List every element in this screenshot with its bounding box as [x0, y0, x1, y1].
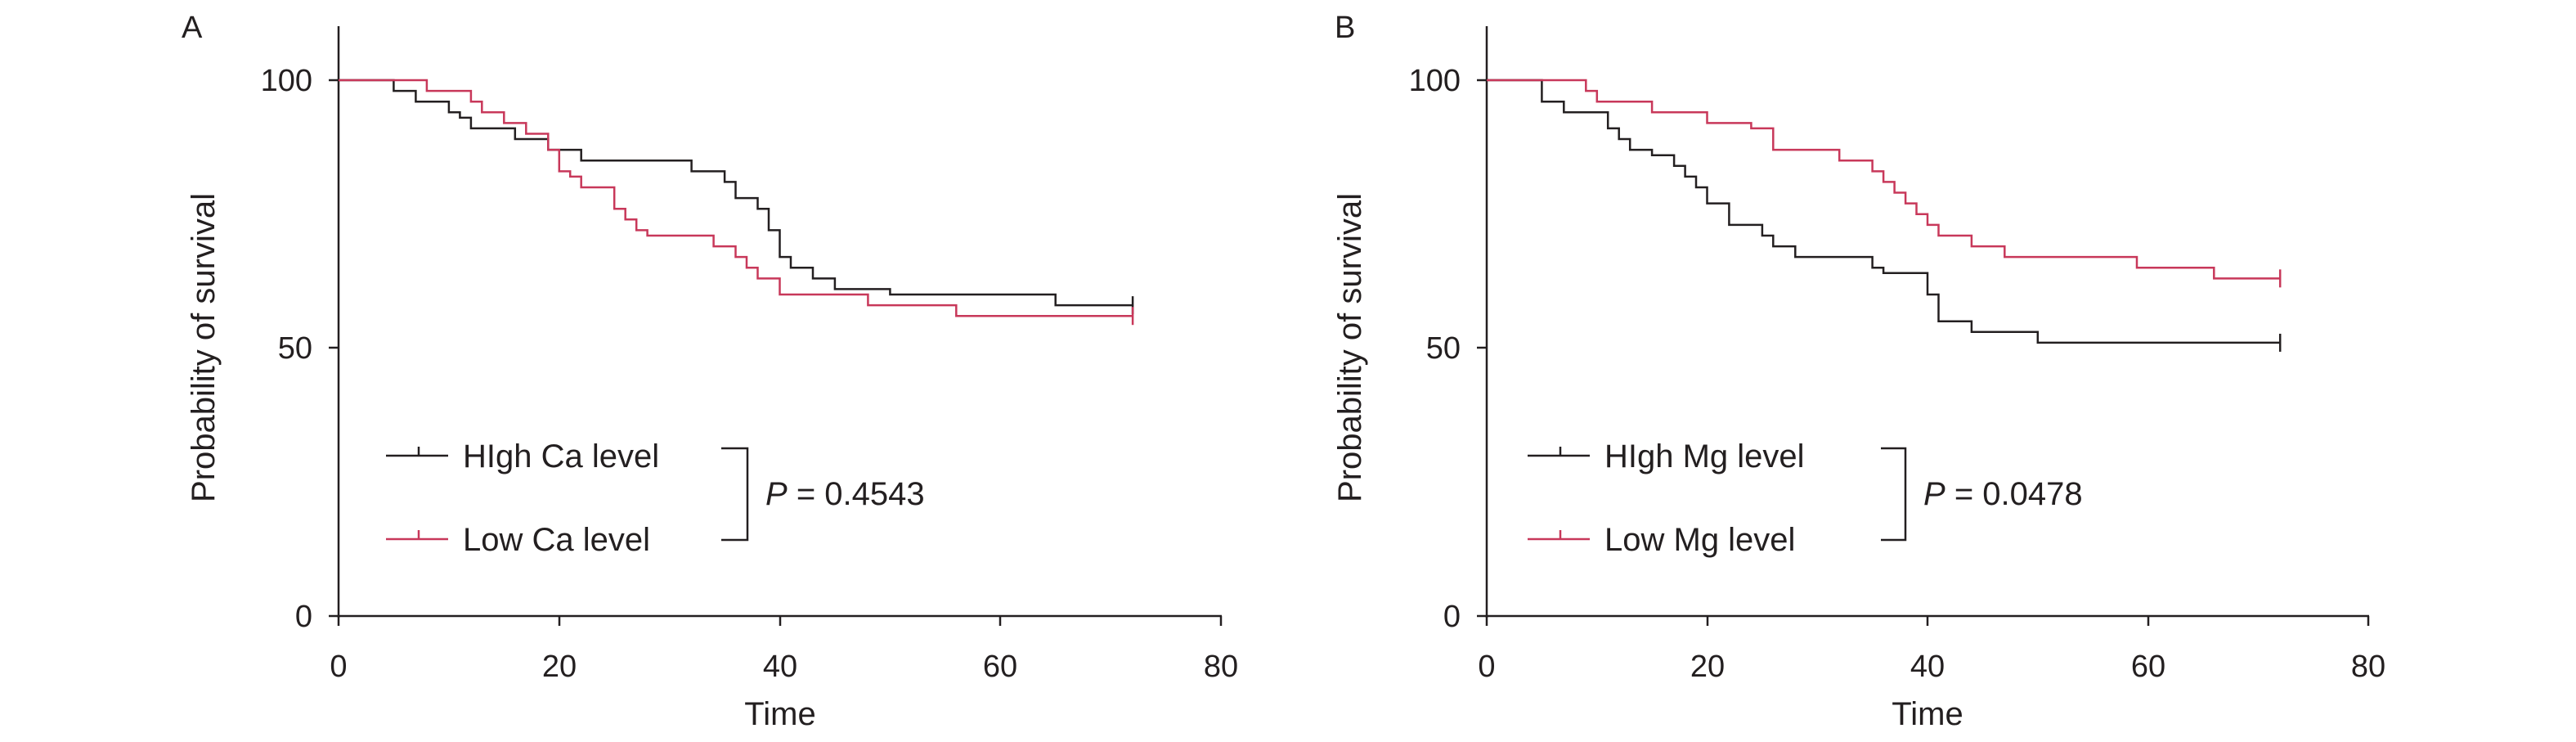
y-axis: 100 50 0 Probability of survival	[186, 26, 340, 634]
y-axis-title: Probability of survival	[1332, 193, 1368, 502]
legend-entry: HIgh Ca level	[386, 438, 659, 474]
legend-label: HIgh Ca level	[463, 438, 659, 474]
x-axis: 0 20 40 60 80 Time	[1478, 614, 2385, 732]
y-tick-label: 50	[278, 331, 312, 366]
legend-entry: Low Mg level	[1528, 522, 1795, 558]
survival-curves	[1487, 79, 2282, 352]
y-tick-label: 50	[1426, 331, 1461, 366]
x-tick-label: 0	[1478, 650, 1495, 684]
legend-label: HIgh Mg level	[1604, 438, 1805, 474]
y-axis: 100 50 0 Probability of survival	[1332, 26, 1488, 634]
y-axis-title: Probability of survival	[186, 193, 222, 502]
p-value-text: = 0.0478	[1954, 476, 2083, 512]
y-tick-label: 100	[1409, 64, 1461, 98]
x-tick-label: 40	[763, 650, 797, 684]
y-tick-label: 0	[1443, 600, 1461, 634]
p-value-symbol: P	[765, 476, 788, 512]
x-axis: 0 20 40 60 80 Time	[330, 614, 1238, 732]
x-tick-label: 60	[983, 650, 1017, 684]
x-tick-label: 80	[2351, 650, 2385, 684]
p-value: P = 0.4543	[765, 476, 925, 512]
legend-label: Low Ca level	[463, 522, 650, 558]
p-value-symbol: P	[1923, 476, 1945, 512]
y-tick-label: 100	[261, 64, 312, 98]
x-axis-title: Time	[1892, 696, 1963, 732]
x-tick-label: 20	[542, 650, 577, 684]
y-tick-label: 0	[295, 600, 312, 634]
survival-curves	[339, 79, 1134, 326]
p-value-bracket	[1881, 447, 1907, 542]
p-value-text: = 0.4543	[797, 476, 925, 512]
p-value-bracket	[721, 447, 749, 542]
survival-curve-high	[339, 79, 1133, 307]
x-tick-label: 40	[1910, 650, 1945, 684]
panel-b: B 100 50 0 Probability of survival 0 20 …	[1332, 11, 2385, 732]
x-tick-label: 80	[1204, 650, 1238, 684]
survival-curve-low	[1487, 79, 2281, 280]
survival-curve-high	[1487, 79, 2281, 344]
panel-letter: A	[182, 11, 203, 45]
x-tick-label: 60	[2131, 650, 2165, 684]
legend-entry: HIgh Mg level	[1528, 438, 1805, 474]
legend-label: Low Mg level	[1604, 522, 1795, 558]
p-value: P = 0.0478	[1923, 476, 2083, 512]
legend: HIgh Mg level Low Mg level P = 0.0478	[1528, 438, 2083, 558]
x-tick-label: 20	[1690, 650, 1725, 684]
survival-curve-low	[339, 79, 1133, 317]
legend: HIgh Ca level Low Ca level P = 0.4543	[386, 438, 925, 558]
x-axis-title: Time	[744, 696, 815, 732]
x-tick-label: 0	[330, 650, 347, 684]
legend-entry: Low Ca level	[386, 522, 650, 558]
panel-letter: B	[1335, 11, 1355, 45]
panel-a: A 100 50 0 Probability of survival 0 20 …	[182, 11, 1238, 732]
